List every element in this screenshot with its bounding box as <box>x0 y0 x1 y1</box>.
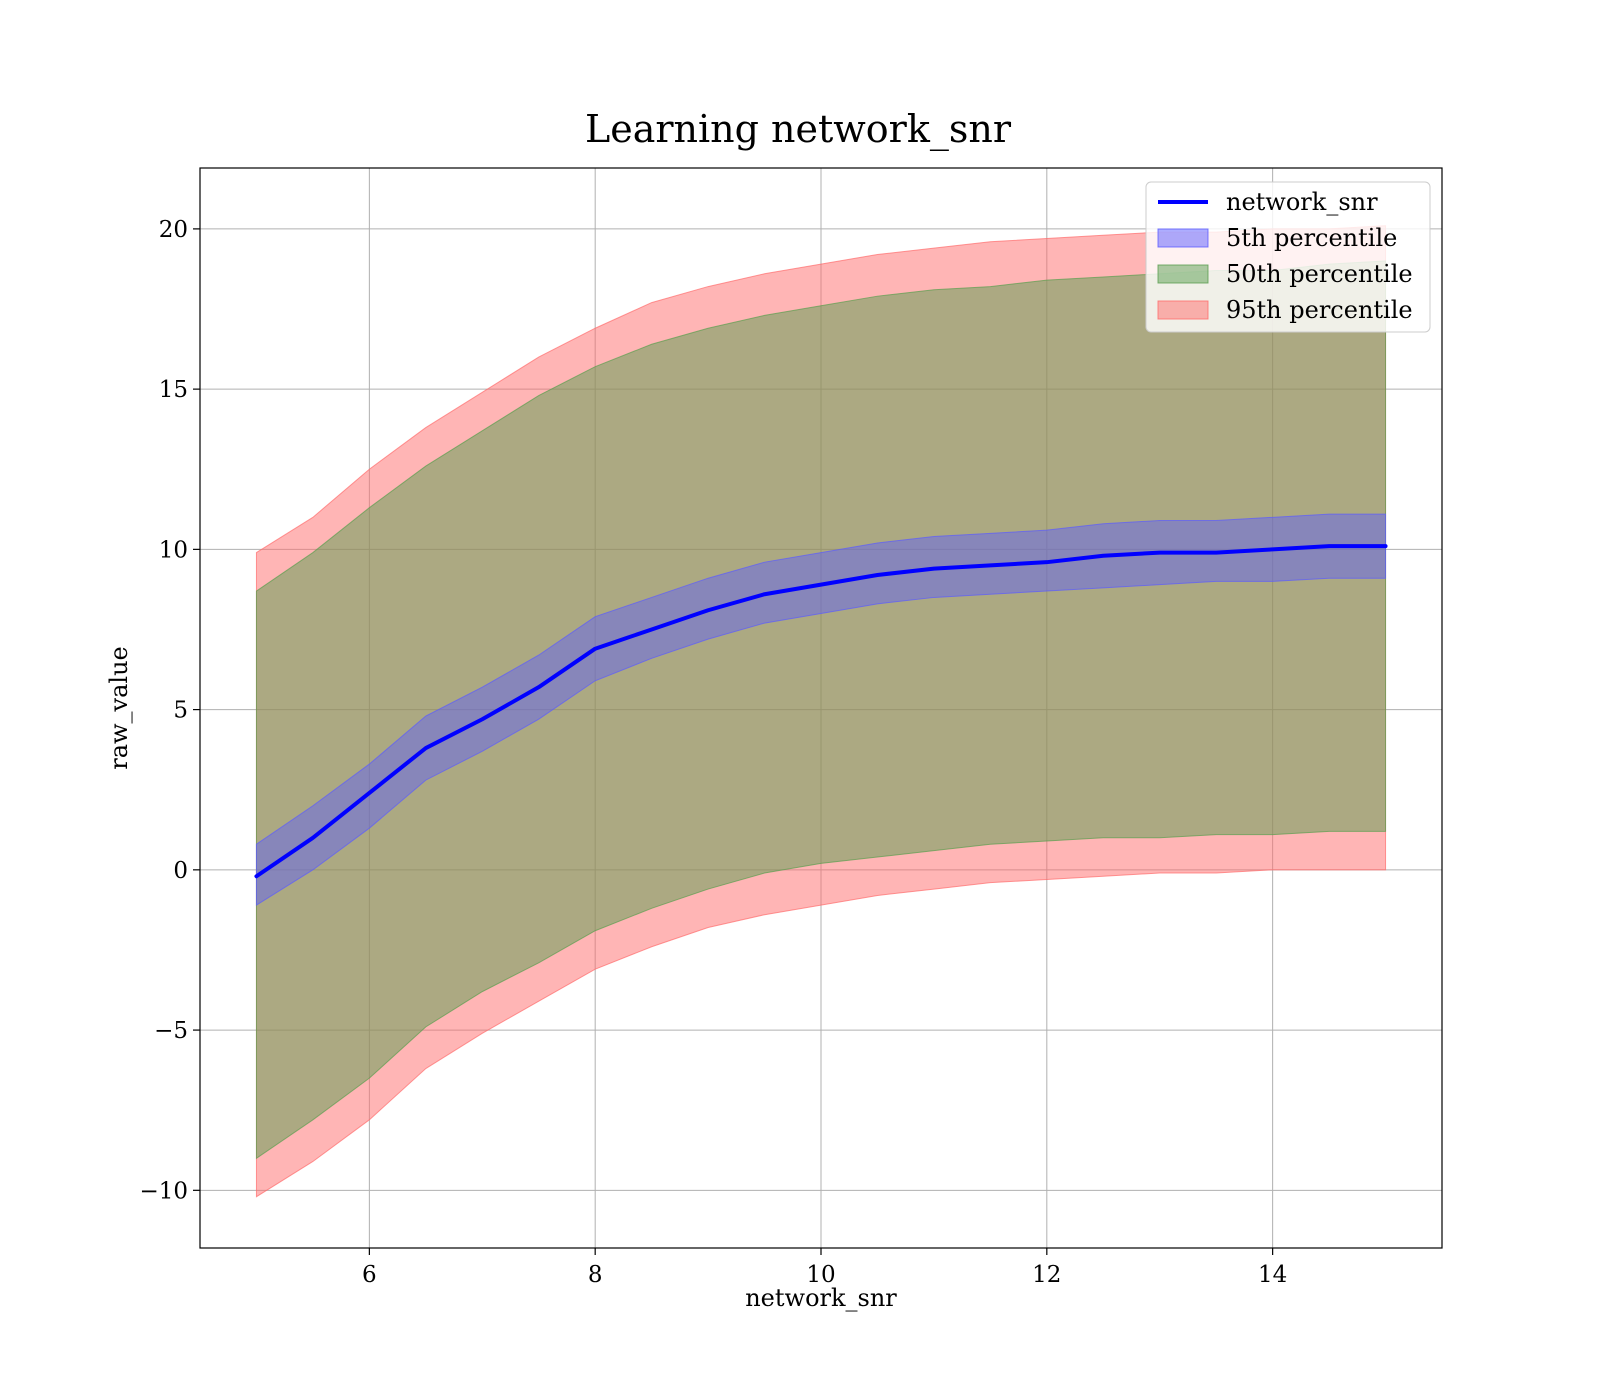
legend-swatch-band <box>1157 300 1209 320</box>
x-tick-label: 12 <box>1032 1262 1061 1288</box>
legend-label: 5th percentile <box>1226 224 1397 252</box>
y-tick-label: −10 <box>139 1178 188 1204</box>
y-tick-label: 0 <box>173 858 188 884</box>
x-tick-label: 6 <box>362 1262 377 1288</box>
y-axis-ticks: −10 −5 0 5 10 15 20 <box>139 217 200 1204</box>
x-tick-label: 14 <box>1258 1262 1287 1288</box>
lines <box>254 544 1388 879</box>
y-axis-label: raw_value <box>105 646 133 770</box>
legend-label: 50th percentile <box>1226 260 1413 288</box>
band-50th-percentile <box>255 260 1387 1160</box>
x-axis-ticks: 6 8 10 12 14 <box>362 1248 1287 1288</box>
x-tick-label: 10 <box>806 1262 835 1288</box>
band-5th-percentile <box>255 513 1387 906</box>
chart-title: Learning network_snr <box>585 107 1012 152</box>
legend: network_snr 5th percentile 50th percentile… <box>1145 181 1431 333</box>
y-tick-label: 15 <box>159 377 188 403</box>
bands <box>255 225 1387 1198</box>
y-tick-label: 10 <box>159 537 188 563</box>
x-axis-label: network_snr <box>745 1284 897 1312</box>
y-tick-label: 20 <box>159 217 188 243</box>
legend-box <box>1145 181 1431 333</box>
legend-label: network_snr <box>1226 188 1378 216</box>
y-tick-label: 5 <box>173 698 188 724</box>
x-tick-label: 8 <box>588 1262 603 1288</box>
y-tick-label: −5 <box>154 1018 188 1044</box>
series-line-network_snr <box>254 544 1388 879</box>
legend-label: 95th percentile <box>1226 296 1413 324</box>
legend-swatch-band <box>1157 228 1209 248</box>
legend-swatch-band <box>1157 264 1209 284</box>
